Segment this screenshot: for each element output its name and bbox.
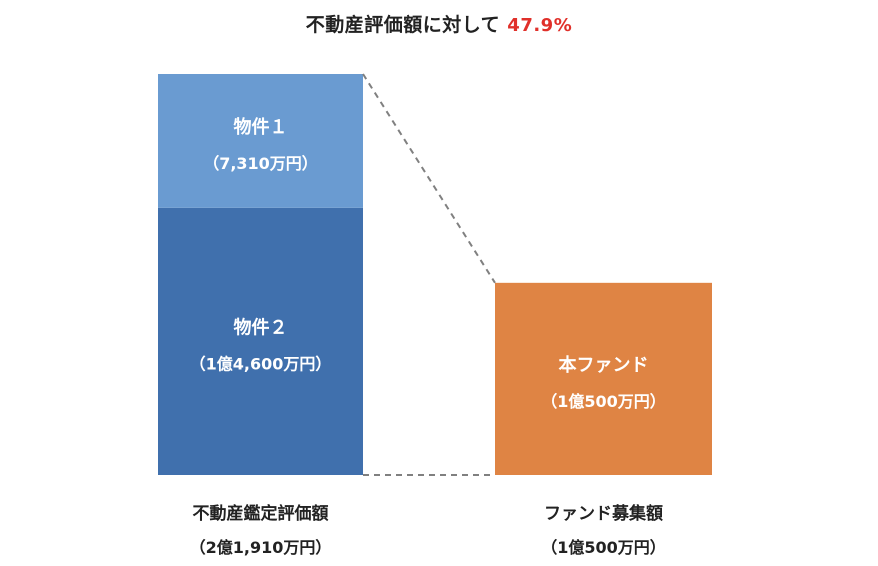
category-sublabel: （2億1,910万円） bbox=[190, 538, 332, 557]
connector-top-line bbox=[362, 73, 496, 284]
segment-value-label: （7,310万円） bbox=[203, 154, 318, 173]
chart-title-text: 不動産評価額に対して bbox=[305, 14, 501, 36]
chart-title-percent: 47.9% bbox=[507, 15, 573, 36]
segment-value-label: （1億500万円） bbox=[541, 392, 666, 411]
bar-segment-3 bbox=[495, 282, 712, 475]
category-sublabel: （1億500万円） bbox=[541, 538, 666, 557]
category-label: ファンド募集額 bbox=[544, 503, 663, 524]
segment-name-label: 本ファンド bbox=[559, 354, 649, 376]
segment-name-label: 物件２ bbox=[234, 316, 288, 338]
chart-title: 不動産評価額に対して 47.9% bbox=[0, 10, 878, 37]
bar-segment-1 bbox=[158, 74, 363, 208]
segment-name-label: 物件１ bbox=[234, 116, 288, 138]
category-label: 不動産鑑定評価額 bbox=[193, 503, 329, 524]
bar-segment-2 bbox=[158, 207, 363, 475]
segment-value-label: （1億4,600万円） bbox=[190, 354, 332, 373]
